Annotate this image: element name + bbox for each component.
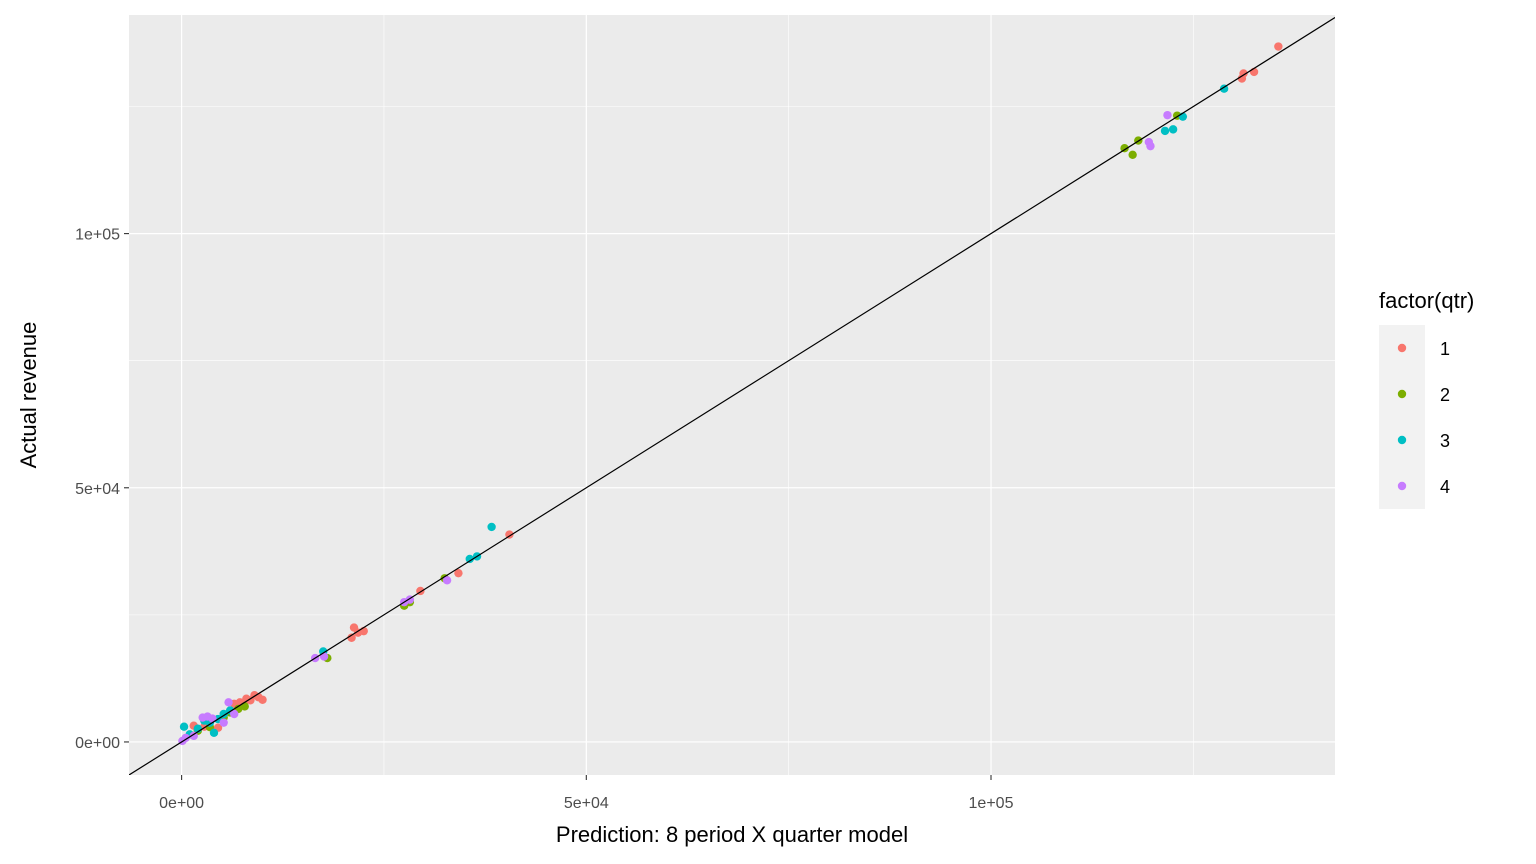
data-point-qtr-4 [181,733,190,743]
data-point-qtr-1 [258,695,267,704]
legend-key-qtr-3 [1397,435,1407,445]
data-point-qtr-4 [230,709,239,719]
x-tick-label: 0e+00 [159,795,204,812]
major-gridlines [129,15,1335,775]
data-point-qtr-4 [442,576,452,585]
legend-label-qtr-1: 1 [1440,339,1450,359]
minor-gridlines [129,15,1335,775]
identity-reference-line [129,17,1335,775]
legend-key-background [1379,325,1425,509]
data-point-qtr-1 [347,633,356,642]
x-tick-label: 5e+04 [564,795,609,812]
legend-title: factor(qtr) [1379,288,1474,313]
data-point-qtr-3 [1219,84,1229,93]
data-point-qtr-4 [1163,110,1172,120]
legend-entries: 1 2 3 4 [1397,339,1450,497]
data-point-qtr-3 [1168,125,1178,134]
legend-label-qtr-2: 2 [1440,385,1450,405]
legend-key-qtr-4 [1397,481,1407,491]
legend-label-qtr-4: 4 [1440,477,1450,497]
y-tick-label: 0e+00 [75,735,120,752]
x-tick-label: 1e+05 [969,795,1014,812]
x-axis-ticks: 0e+00 5e+04 1e+05 [159,775,1014,812]
y-axis-title: Actual revenue [16,322,41,469]
data-point-qtr-4 [1146,141,1155,151]
data-point-qtr-3 [465,554,474,564]
legend: factor(qtr) 1 2 3 4 [1379,288,1474,509]
data-point-qtr-1 [454,568,463,578]
data-point-qtr-4 [224,698,233,707]
data-point-qtr-3 [487,522,496,532]
y-axis-ticks: 0e+00 5e+04 1e+05 [75,227,129,752]
y-tick-label: 5e+04 [75,481,120,498]
data-point-qtr-4 [189,731,198,741]
data-point-qtr-4 [219,718,228,727]
data-point-qtr-2 [1120,143,1129,153]
data-point-qtr-3 [1160,126,1170,136]
legend-key-qtr-2 [1397,389,1407,399]
data-point-qtr-3 [179,722,189,731]
y-tick-label: 1e+05 [75,227,120,244]
data-point-qtr-1 [505,530,514,539]
data-point-qtr-4 [208,714,217,723]
data-point-qtr-2 [240,702,249,711]
data-point-qtr-3 [219,709,228,719]
data-point-qtr-1 [1239,69,1248,78]
data-point-qtr-3 [209,728,219,738]
x-axis-title: Prediction: 8 period X quarter model [556,822,908,847]
data-point-qtr-2 [1128,150,1137,159]
data-point-qtr-4 [319,652,329,661]
data-point-qtr-1 [1274,42,1283,51]
legend-label-qtr-3: 3 [1440,431,1450,451]
legend-key-qtr-1 [1397,343,1407,353]
